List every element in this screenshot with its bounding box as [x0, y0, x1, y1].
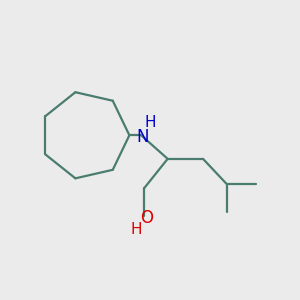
Text: H: H: [130, 222, 142, 237]
Text: O: O: [140, 209, 153, 227]
Text: N: N: [136, 128, 149, 146]
Text: H: H: [144, 116, 156, 130]
